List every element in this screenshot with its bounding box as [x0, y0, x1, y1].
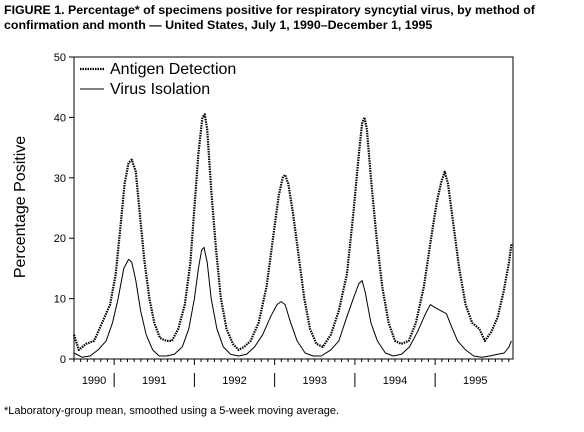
y-tick-label: 40 [54, 112, 66, 124]
y-tick-label: 50 [54, 52, 66, 64]
x-tick-label: 1990 [82, 375, 106, 387]
series-line-virus-isolation [73, 246, 512, 358]
x-tick-label: 1992 [222, 375, 246, 387]
legend: Antigen Detection Virus Isolation [80, 61, 236, 98]
plot-border [73, 56, 514, 360]
x-tick-label: 1994 [383, 375, 407, 387]
legend-label: Antigen Detection [110, 61, 236, 78]
figure-footnote: *Laboratory-group mean, smoothed using a… [4, 405, 340, 417]
x-tick-label: 1991 [142, 375, 166, 387]
y-tick-label: 30 [54, 173, 66, 185]
x-tick-label: 1995 [463, 375, 487, 387]
x-tick-label: 1993 [303, 375, 327, 387]
figure-title: FIGURE 1. Percentage* of specimens posit… [4, 3, 535, 32]
series-layer [72, 113, 513, 358]
y-tick-label: 0 [60, 354, 66, 366]
series-line-antigen-detection [72, 113, 513, 351]
y-tick-label: 20 [54, 233, 66, 245]
x-axis: 1990 1991 1992 1993 1994 1995 [73, 359, 510, 387]
plot-frame [73, 56, 514, 360]
legend-label: Virus Isolation [110, 81, 210, 98]
y-axis: 0 10 20 30 40 50 [54, 52, 74, 366]
y-axis-label: Percentage Positive [12, 136, 29, 278]
y-tick-label: 10 [54, 294, 66, 306]
